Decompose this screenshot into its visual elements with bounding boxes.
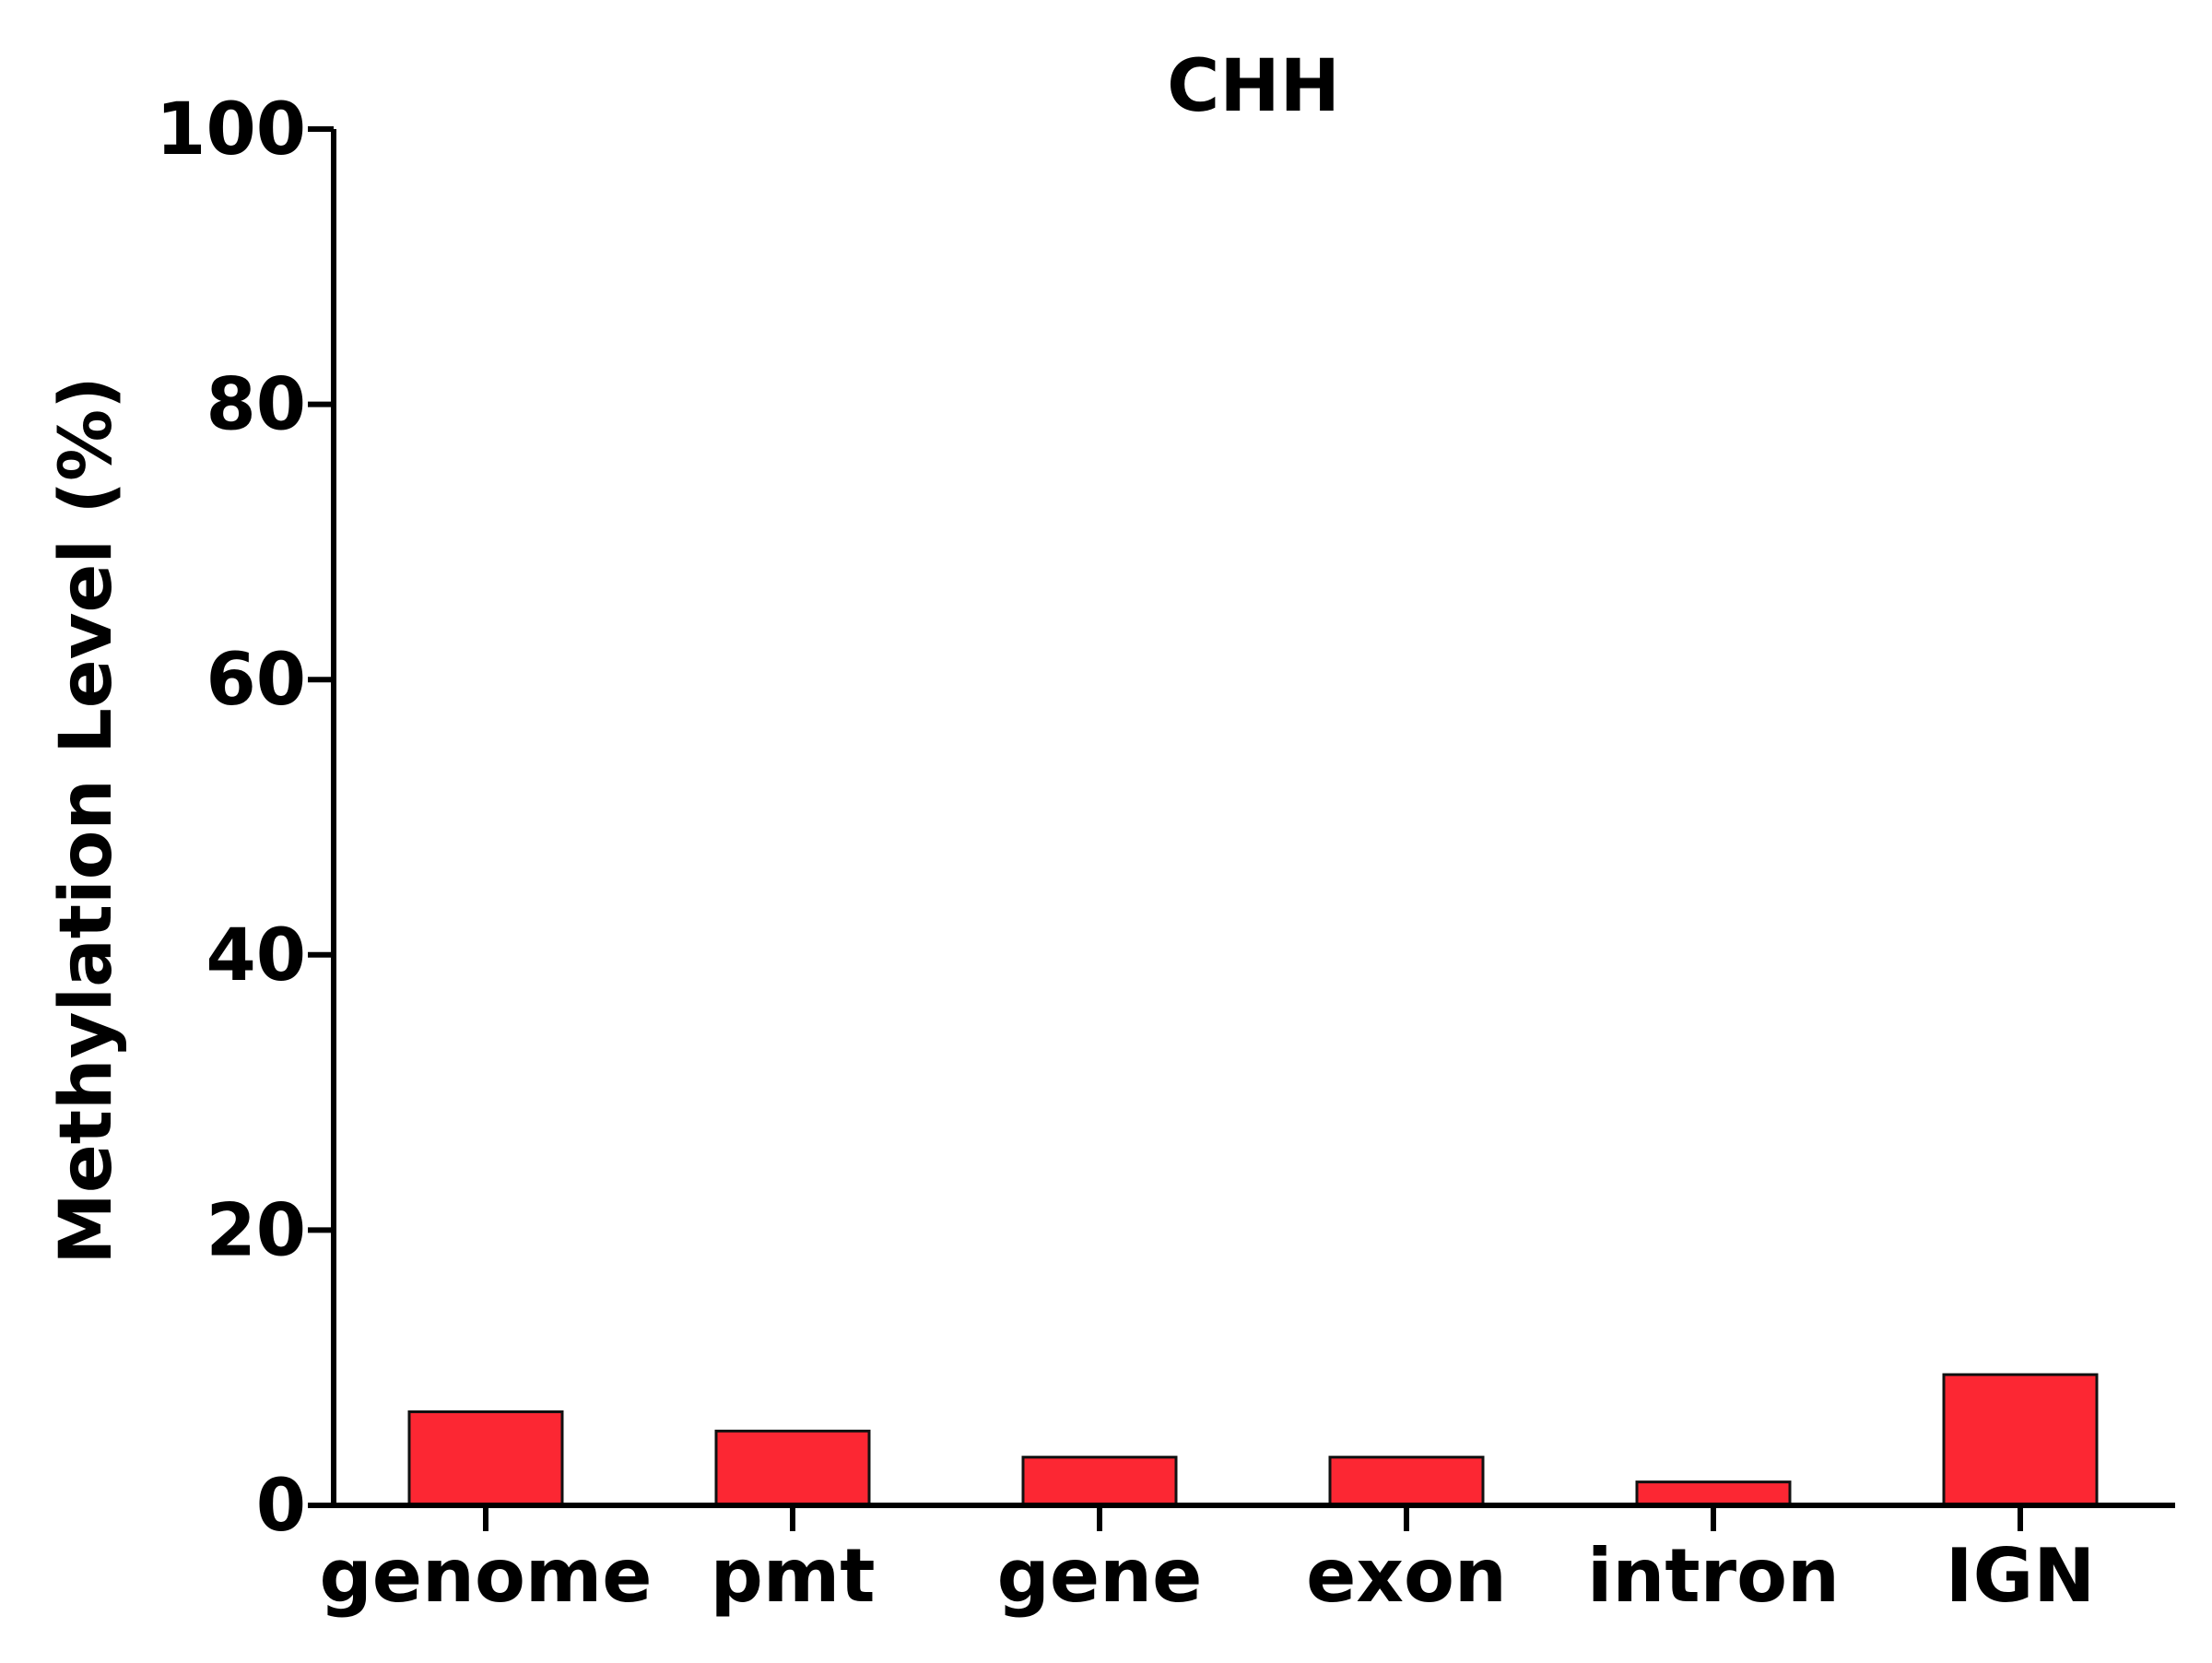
x-tick-label-pmt: pmt (711, 1533, 876, 1619)
y-tick-label: 20 (206, 1189, 306, 1272)
y-tick-label: 40 (206, 914, 306, 997)
bar-intron (1635, 1480, 1792, 1507)
bars-group (407, 1373, 2099, 1507)
y-tick-label: 60 (206, 639, 306, 722)
y-axis: 0 20 40 60 80 100 (156, 88, 336, 1548)
y-tick-label: 80 (206, 364, 306, 447)
x-tick-label-IGN: IGN (1946, 1533, 2095, 1619)
x-tick-label-intron: intron (1587, 1533, 1840, 1619)
x-axis: genome pmt gene exon intron IGN (319, 1503, 2175, 1619)
bar-pmt (714, 1429, 871, 1507)
bar-genome (407, 1409, 564, 1507)
chart-title: CHH (1167, 45, 1340, 128)
y-tick-label: 0 (256, 1465, 306, 1548)
bar-exon (1328, 1456, 1485, 1507)
y-axis-title: Methylation Level (%) (45, 376, 128, 1265)
bar-gene (1021, 1456, 1178, 1507)
x-tick-label-exon: exon (1306, 1533, 1507, 1619)
x-tick-label-gene: gene (997, 1533, 1203, 1619)
x-tick-label-genome: genome (319, 1533, 652, 1619)
y-tick-label: 100 (156, 88, 306, 171)
bar-IGN (1942, 1373, 2099, 1507)
